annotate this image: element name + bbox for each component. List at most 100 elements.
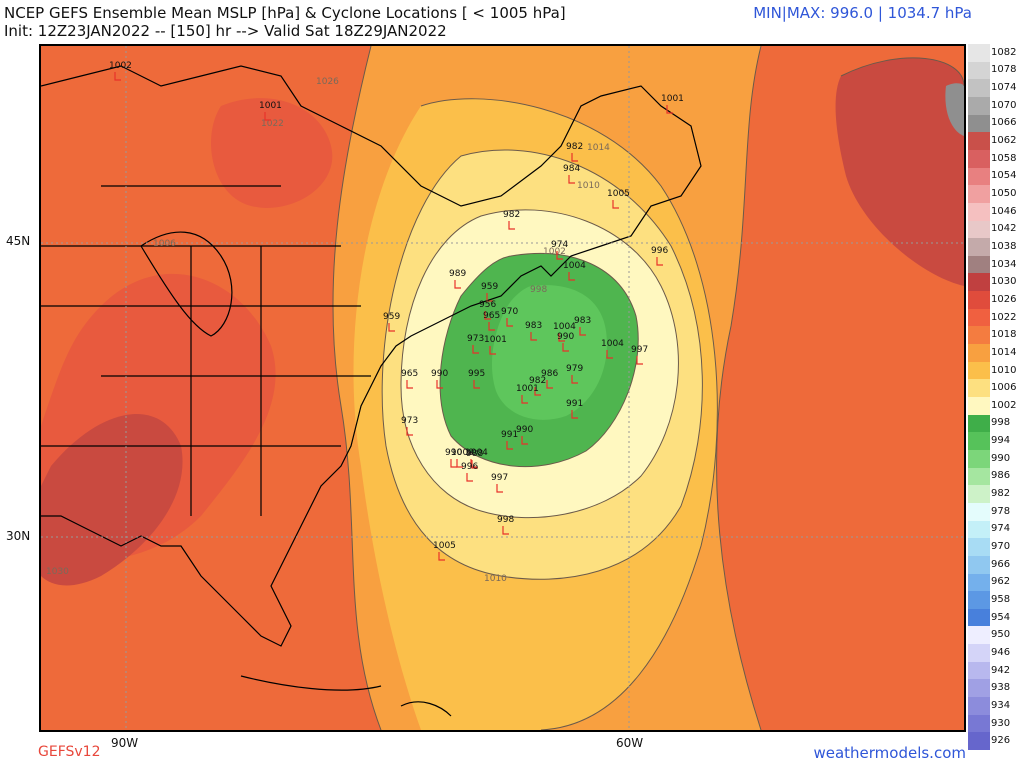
colorbar-swatch [968, 114, 990, 133]
colorbar-swatch [968, 185, 990, 204]
cyclone-low-marker [388, 323, 395, 332]
colorbar-level-label: 970 [991, 541, 1011, 553]
colorbar-swatch [968, 379, 990, 398]
colorbar-swatch [968, 149, 990, 169]
colorbar-level-label: 1014 [991, 346, 1017, 358]
colorbar-swatch [968, 502, 990, 522]
colorbar-level-label: 1026 [991, 293, 1017, 305]
colorbar-level-label: 926 [991, 735, 1011, 747]
cyclone-pressure-label: 991 [566, 399, 583, 409]
cyclone-pressure-label: 1001 [516, 384, 539, 394]
cyclone-pressure-label: 1004 [465, 448, 488, 458]
cyclone-low-marker [406, 380, 413, 389]
cyclone-low-marker [454, 280, 461, 289]
colorbar-level-label: 1074 [991, 82, 1017, 94]
cyclone-low-marker [521, 395, 528, 404]
cyclone-low-marker [562, 343, 569, 352]
colorbar-level-label: 934 [991, 699, 1011, 711]
colorbar-swatch [968, 220, 990, 239]
colorbar-level-label: 962 [991, 576, 1011, 588]
colorbar-level-label: 1022 [991, 311, 1017, 323]
colorbar-level-label: 1018 [991, 329, 1017, 341]
cyclone-low-marker [579, 327, 586, 336]
cyclone-low-marker [488, 322, 495, 331]
cyclone-pressure-label: 982 [566, 142, 583, 152]
colorbar-swatch [968, 661, 990, 680]
colorbar-swatch [968, 467, 990, 486]
cyclone-low-marker [568, 175, 575, 184]
cyclone-pressure-label: 982 [529, 376, 546, 386]
cyclone-pressure-label: 995 [468, 369, 485, 379]
colorbar-level-label: 982 [991, 488, 1011, 500]
cyclone-pressure-label: 990 [557, 332, 574, 342]
colorbar-level-label: 1030 [991, 276, 1017, 288]
cyclone-low-marker [612, 200, 619, 209]
colorbar-swatch [968, 679, 990, 698]
colorbar-level-label: 1062 [991, 135, 1017, 147]
cyclone-pressure-label: 973 [467, 334, 484, 344]
colorbar-swatch [968, 44, 990, 63]
cyclone-low-marker [471, 460, 478, 469]
cyclone-pressure-label: 984 [563, 164, 580, 174]
cyclone-low-marker [558, 333, 565, 342]
colorbar-swatch [968, 697, 990, 716]
pressure-field-canada-high [211, 98, 333, 208]
colorbar-swatch [968, 591, 990, 610]
cyclone-pressure-label: 973 [401, 416, 418, 426]
site-link[interactable]: weathermodels.com [813, 744, 966, 762]
colorbar-level-label: 1038 [991, 240, 1017, 252]
isobar-1018-west [332, 46, 382, 730]
colorbar-swatch [968, 714, 990, 733]
isobar-label: 1022 [261, 119, 284, 129]
colorbar-level-label: 1046 [991, 205, 1017, 217]
colorbar-swatch [968, 361, 990, 380]
isobar-label: 998 [530, 285, 547, 295]
isobar-label: 1014 [587, 143, 610, 153]
isobar-labels: 1014 1010 1006 1030 1026 1022 998 1002 1… [46, 77, 610, 584]
cyclone-low-marker [534, 387, 541, 396]
isobar-1006 [400, 209, 679, 519]
cyclone-low-marker [506, 441, 513, 450]
graticule [41, 46, 964, 730]
cyclone-pressure-label: 988 [466, 449, 483, 459]
cyclone-pressure-label: 1004 [553, 322, 576, 332]
cyclone-low-marker [472, 345, 479, 354]
colorbar-level-label: 990 [991, 452, 1011, 464]
colorbar-level-label: 946 [991, 646, 1011, 658]
cyclone-pressure-label: 990 [516, 425, 533, 435]
cyclone-pressure-label: 997 [491, 473, 508, 483]
isobar-lines [332, 46, 964, 730]
cyclone-low-marker [656, 257, 663, 266]
lat-label-30n: 30N [6, 529, 31, 543]
minmax-readout: MIN|MAX: 996.0 | 1034.7 hPa [753, 4, 972, 22]
cyclone-pressure-label: 1004 [563, 261, 586, 271]
colorbar-level-label: 1042 [991, 223, 1017, 235]
cyclone-low-marker [666, 105, 673, 114]
cyclone-low-marker [496, 484, 503, 493]
cyclone-pressure-label: 982 [503, 210, 520, 220]
cyclone-low-marker [114, 72, 121, 81]
caribbean-islands-outline [240, 675, 452, 717]
colorbar-swatch [968, 608, 990, 627]
cyclone-low-marker [571, 410, 578, 419]
cyclone-pressure-label: 989 [449, 269, 466, 279]
colorbar-swatch [968, 397, 990, 416]
colorbar-level-label: 1034 [991, 258, 1017, 270]
colorbar-level-label: 938 [991, 682, 1011, 694]
colorbar-swatch [968, 555, 990, 574]
cyclone-low-marker [489, 346, 496, 355]
cyclone-pressure-label: 1001 [259, 101, 282, 111]
cyclone-pressure-label: 996 [461, 462, 478, 472]
cyclone-pressure-label: 1004 [601, 339, 624, 349]
lon-label-90w: 90W [111, 736, 139, 750]
cyclone-low-marker [484, 311, 491, 320]
coastlines [41, 65, 702, 717]
colorbar-level-label: 1070 [991, 99, 1017, 111]
colorbar-level-label: 1054 [991, 170, 1017, 182]
colorbar-swatch [968, 132, 990, 151]
cyclone-pressure-label: 959 [481, 282, 498, 292]
colorbar-swatch [968, 96, 990, 116]
colorbar-swatch [968, 432, 990, 451]
map-subtitle: Init: 12Z23JAN2022 -- [150] hr --> Valid… [4, 22, 447, 40]
colorbar-level-label: 954 [991, 611, 1011, 623]
